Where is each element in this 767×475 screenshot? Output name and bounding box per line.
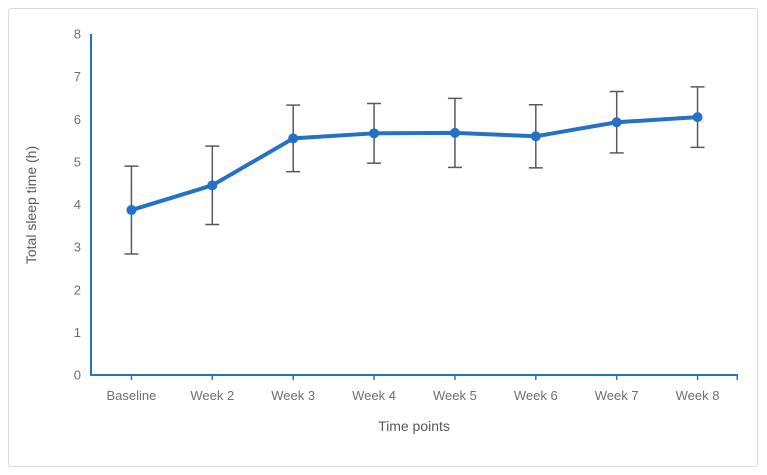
x-tick-label: Week 5 (433, 388, 477, 403)
y-tick-label: 1 (74, 325, 81, 340)
y-tick-label: 8 (74, 27, 81, 42)
x-axis-title: Time points (378, 418, 450, 434)
y-tick-label: 3 (74, 240, 81, 255)
y-tick-label: 2 (74, 282, 81, 297)
data-point-marker (369, 128, 380, 139)
y-tick-label: 4 (74, 197, 81, 212)
y-tick-label: 5 (74, 154, 81, 169)
data-point-marker (126, 205, 137, 216)
y-tick-label: 7 (74, 69, 81, 84)
x-tick-label: Week 7 (595, 388, 639, 403)
x-tick-label: Week 3 (271, 388, 315, 403)
data-point-marker (692, 112, 703, 123)
data-point-marker (611, 117, 622, 128)
x-tick-label: Week 8 (676, 388, 720, 403)
x-tick-label: Baseline (107, 388, 157, 403)
x-tick-label: Week 6 (514, 388, 558, 403)
data-point-marker (207, 180, 218, 191)
data-point-marker (530, 131, 541, 142)
x-tick-label: Week 4 (352, 388, 396, 403)
data-point-marker (449, 127, 460, 138)
plot-area: 0 1 2 3 4 5 6 7 8 Baseline Week 2 Week 3 Week 4 Week … (74, 27, 738, 403)
series-line (129, 115, 700, 213)
y-tick-label: 6 (74, 112, 81, 127)
x-tick-label: Week 2 (190, 388, 234, 403)
data-point-marker (288, 133, 299, 144)
y-tick-label: 0 (74, 368, 81, 383)
chart-frame: Total sleep time (h) 0 1 2 3 4 5 6 7 8 Baseline We… (8, 8, 758, 467)
